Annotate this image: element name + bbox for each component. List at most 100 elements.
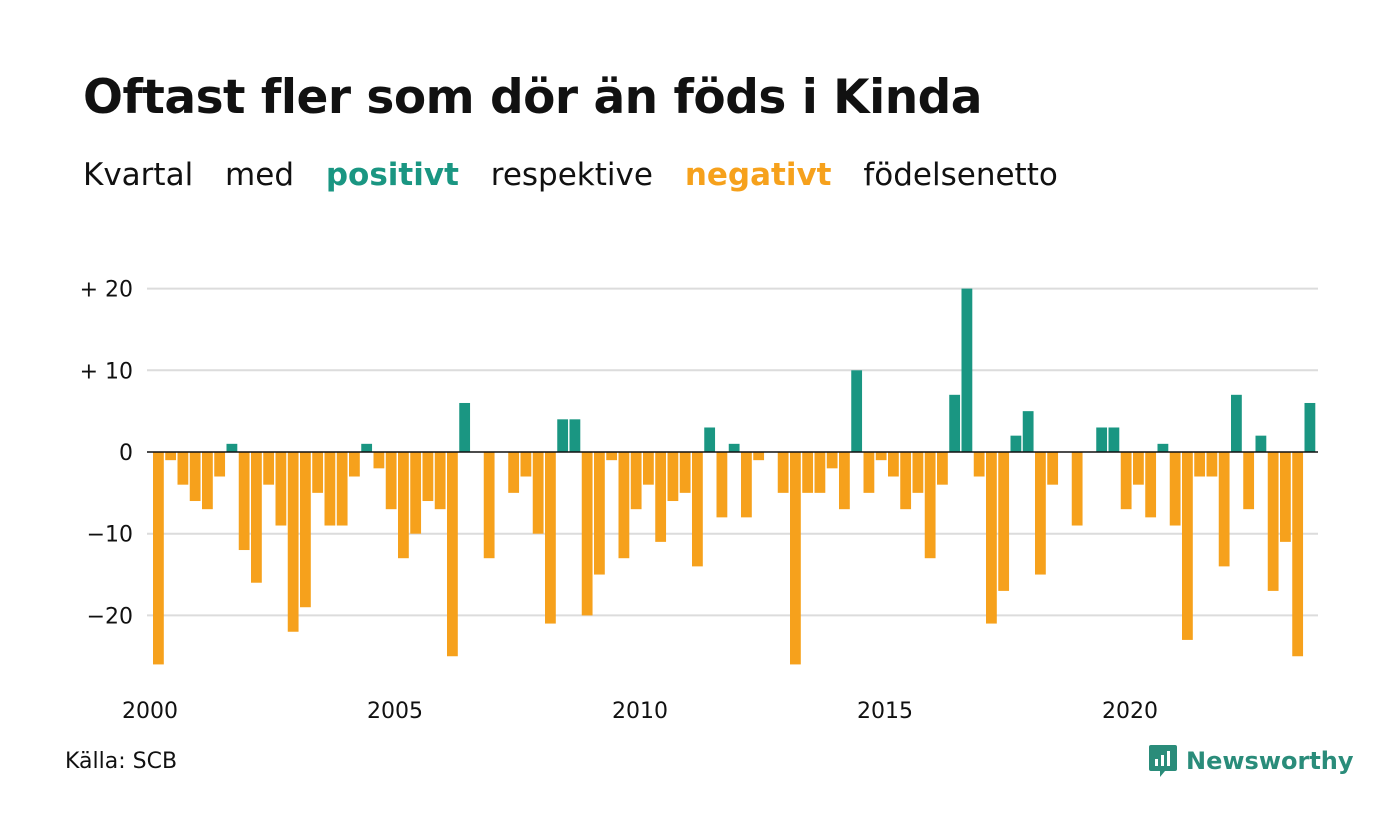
bar: [226, 443, 238, 452]
bar: [520, 452, 532, 477]
bar: [581, 452, 593, 616]
y-tick-label: 0: [119, 441, 133, 466]
x-tick-label: 2010: [612, 699, 668, 724]
bar: [557, 419, 569, 452]
bar: [888, 452, 899, 477]
bar: [1120, 452, 1132, 510]
bar-chart: + 20 + 10 0 −10 −20 2000 2005 2010 2015 2020: [80, 278, 1318, 724]
bar: [692, 452, 703, 567]
subtitle-positive-label: positivt: [325, 157, 459, 193]
bar: [753, 452, 765, 461]
bar: [863, 452, 875, 493]
bar: [189, 452, 201, 502]
bar: [263, 452, 275, 485]
bar: [679, 452, 691, 493]
bar: [1169, 452, 1181, 526]
bar: [1255, 435, 1267, 452]
bar: [373, 452, 385, 469]
bar: [777, 452, 789, 493]
x-tick-label: 2020: [1102, 699, 1158, 724]
bar: [973, 452, 985, 477]
bar: [1304, 402, 1316, 452]
bar: [998, 452, 1010, 591]
subtitle-word: med: [225, 157, 294, 193]
brand-logo: Newsworthy: [1148, 743, 1354, 779]
bar: [1096, 427, 1108, 452]
bar: [1071, 452, 1083, 526]
bar: [153, 452, 164, 665]
bar: [1182, 452, 1193, 640]
bar: [1194, 452, 1206, 477]
bar: [1218, 452, 1230, 567]
bar: [924, 452, 936, 559]
bar: [1280, 452, 1291, 542]
bar: [312, 452, 324, 493]
bar: [716, 452, 728, 518]
bar: [361, 443, 373, 452]
bar: [875, 452, 887, 461]
bar: [986, 452, 997, 624]
bar: [336, 452, 348, 526]
brand-name: Newsworthy: [1186, 747, 1354, 775]
bar: [900, 452, 912, 510]
bar: [508, 452, 520, 493]
bar: [1292, 452, 1304, 657]
bar: [251, 452, 262, 583]
bar: [1108, 427, 1120, 452]
y-tick-label: + 10: [80, 359, 133, 384]
bar: [238, 452, 250, 551]
bar: [410, 452, 422, 534]
bar: [790, 452, 801, 665]
bar: [704, 427, 716, 452]
bar-layer: [153, 288, 1316, 665]
bar: [398, 452, 409, 559]
subtitle-negative-label: negativt: [684, 157, 832, 193]
bar: [802, 452, 814, 493]
y-tick-label: −10: [87, 523, 133, 548]
bar: [275, 452, 287, 526]
bar: [545, 452, 556, 624]
y-tick-label: + 20: [80, 278, 133, 303]
bar: [1267, 452, 1279, 591]
bar: [349, 452, 360, 477]
bar: [1010, 435, 1022, 452]
grid-layer: [147, 287, 1318, 617]
bar: [434, 452, 446, 510]
bar: [594, 452, 605, 575]
bar: [606, 452, 618, 461]
bar: [1231, 394, 1242, 452]
bar: [1243, 452, 1255, 510]
x-tick-label: 2015: [857, 699, 913, 724]
bar: [630, 452, 642, 510]
bar: [618, 452, 630, 559]
bar: [912, 452, 924, 493]
bar: [385, 452, 397, 510]
bar: [667, 452, 679, 502]
newsworthy-logo-icon: [1149, 745, 1177, 777]
subtitle-word: Kvartal: [83, 157, 194, 193]
bar: [1047, 452, 1059, 485]
bar: [655, 452, 667, 542]
bar: [851, 370, 863, 452]
source-note: Källa: SCB: [65, 749, 178, 774]
x-tick-label: 2000: [122, 699, 178, 724]
bar: [728, 443, 740, 452]
bar: [287, 452, 299, 632]
bar: [643, 452, 654, 485]
subtitle-word: respektive: [490, 157, 653, 193]
bar: [165, 452, 177, 461]
bar: [1145, 452, 1157, 518]
bar: [447, 452, 458, 657]
bar: [1133, 452, 1144, 485]
bar: [826, 452, 838, 469]
bar: [422, 452, 434, 502]
bar: [532, 452, 544, 534]
bar: [839, 452, 850, 510]
bar: [214, 452, 226, 477]
axis-layer: + 20 + 10 0 −10 −20 2000 2005 2010 2015 2020: [80, 278, 1318, 724]
bar: [177, 452, 189, 485]
bar: [1035, 452, 1046, 575]
bar: [741, 452, 752, 518]
bar: [569, 419, 581, 452]
bar: [961, 288, 973, 452]
